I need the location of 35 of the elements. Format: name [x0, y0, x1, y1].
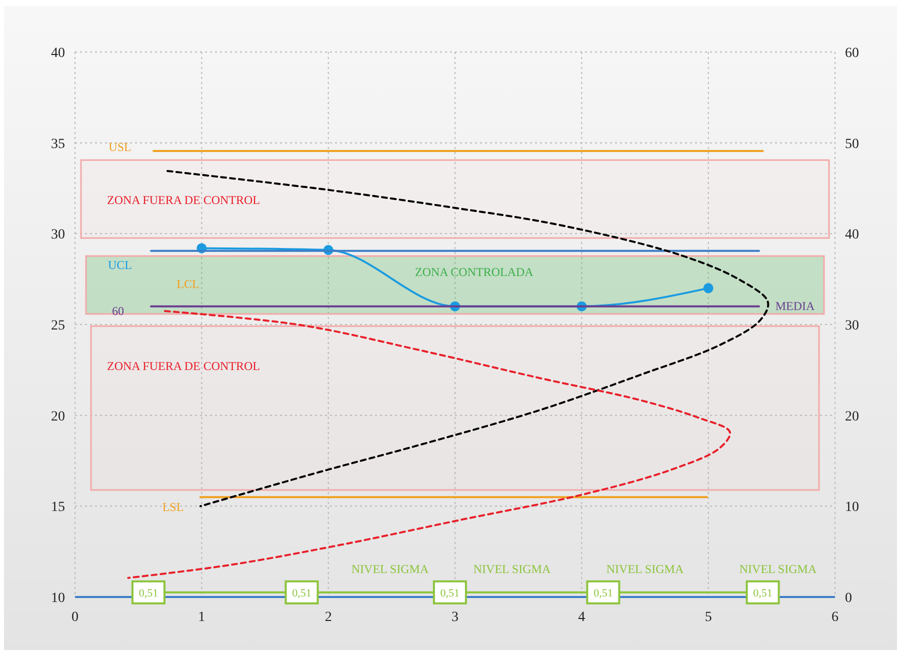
y-tick-label: 30	[51, 228, 65, 243]
x-tick-label: 0	[72, 610, 78, 625]
y-tick-label: 40	[51, 46, 65, 61]
y2-tick-label: 20	[845, 409, 859, 424]
x-tick-label: 3	[452, 610, 458, 625]
annotation: LCL	[176, 277, 200, 291]
y2-tick-label: 0	[845, 591, 852, 606]
band-label: ZONA FUERA DE CONTROL	[107, 193, 260, 208]
annotation: NIVEL SIGMA	[473, 562, 551, 576]
annotation: NIVEL SIGMA	[739, 562, 817, 576]
annotation: LSL	[162, 500, 184, 514]
annotation: 60	[112, 304, 124, 318]
band-label: ZONA FUERA DE CONTROL	[107, 359, 260, 374]
y-tick-label: 20	[51, 409, 65, 424]
x-tick-label: 2	[324, 610, 332, 625]
annotation: NIVEL SIGMA	[606, 562, 684, 576]
x-tick-label: 4	[578, 610, 586, 625]
annotation: USL	[108, 140, 132, 154]
annotation: NIVEL SIGMA	[351, 562, 429, 576]
y-tick-label: 10	[51, 591, 65, 606]
y2-tick-label: 30	[845, 318, 859, 334]
annotation: MEDIA	[775, 299, 815, 313]
y2-tick-label: 50	[845, 136, 859, 152]
y-tick-label: 35	[51, 136, 65, 152]
y2-tick-label: 60	[845, 46, 859, 61]
y-tick-label: 25	[51, 318, 65, 334]
x-tick-label: 5	[704, 610, 712, 625]
band-label: ZONA CONTROLADA	[415, 265, 534, 280]
x-tick-label: 1	[198, 610, 206, 625]
y-tick-label: 15	[51, 500, 65, 516]
x-tick-label: 6	[832, 610, 838, 625]
y2-tick-label: 10	[845, 500, 859, 516]
y2-tick-label: 40	[845, 228, 859, 243]
point	[703, 283, 714, 294]
annotation: UCL	[108, 258, 132, 272]
